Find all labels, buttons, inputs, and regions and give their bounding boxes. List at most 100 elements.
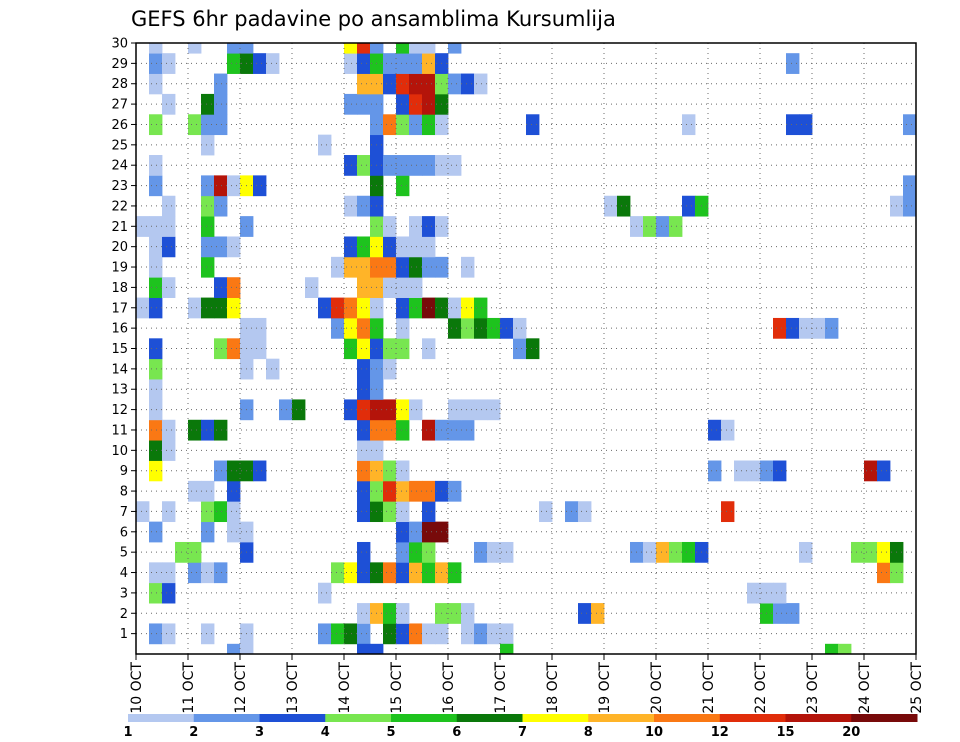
colorbar-swatch	[325, 714, 392, 722]
heatmap-cell	[396, 175, 410, 197]
heatmap-cell	[149, 277, 163, 298]
heatmap-cell	[201, 114, 215, 136]
y-tick-label: 8	[120, 485, 128, 500]
y-tick-label: 30	[111, 37, 128, 52]
heatmap-cell	[227, 297, 241, 319]
heatmap-cell	[383, 501, 397, 523]
heatmap-cell	[812, 317, 826, 339]
heatmap-cell	[240, 43, 254, 54]
colorbar-label: 1	[123, 725, 132, 740]
heatmap-cell	[162, 195, 176, 217]
y-tick-label: 1	[120, 627, 128, 642]
y-tick-label: 23	[111, 179, 128, 194]
heatmap-cell	[734, 460, 748, 482]
heatmap-cell	[318, 623, 332, 645]
heatmap-cell	[669, 541, 683, 563]
heatmap-cell	[422, 236, 436, 258]
heatmap-cell	[682, 195, 696, 217]
heatmap-cell	[188, 419, 202, 441]
heatmap-cell	[383, 73, 397, 95]
heatmap-cell	[201, 480, 215, 502]
heatmap-cell	[448, 603, 462, 624]
heatmap-cell	[383, 480, 397, 502]
colorbar-swatch	[785, 714, 852, 722]
x-tick-label: 19 OCT	[597, 662, 613, 714]
heatmap-cell	[461, 623, 475, 645]
heatmap-cell	[344, 623, 358, 645]
heatmap-cell	[396, 419, 410, 441]
heatmap-cell	[214, 93, 228, 115]
heatmap-cell	[799, 114, 813, 136]
heatmap-cell	[422, 419, 436, 441]
heatmap-cell	[487, 623, 501, 645]
heatmap-cell	[357, 297, 371, 319]
heatmap-cell	[409, 480, 423, 502]
y-tick-label: 22	[111, 199, 128, 214]
heatmap-cell	[526, 338, 540, 360]
x-tick-label: 14 OCT	[337, 662, 353, 714]
heatmap-cell	[396, 338, 410, 360]
heatmap-cell	[357, 338, 371, 360]
heatmap-cell	[149, 53, 163, 74]
heatmap-cell	[396, 256, 410, 278]
heatmap-cell	[149, 114, 163, 136]
heatmap-cell	[786, 114, 800, 136]
heatmap-cell	[214, 297, 228, 319]
heatmap-cell	[461, 73, 475, 95]
heatmap-cell	[422, 297, 436, 319]
heatmap-cell	[838, 643, 852, 655]
x-tick-label: 21 OCT	[701, 662, 717, 714]
heatmap-cell	[526, 114, 540, 136]
colorbar-label: 12	[711, 725, 729, 740]
heatmap-cell	[149, 379, 163, 400]
x-tick-label: 22 OCT	[753, 662, 769, 714]
heatmap-cell	[370, 43, 384, 54]
heatmap-cell	[357, 603, 371, 624]
heatmap-cell	[422, 155, 436, 176]
heatmap-cell	[149, 460, 163, 482]
heatmap-cell	[409, 43, 423, 54]
heatmap-cell	[214, 277, 228, 298]
heatmap-cell	[201, 562, 215, 584]
heatmap-cell	[461, 317, 475, 339]
heatmap-cell	[240, 643, 254, 655]
heatmap-cell	[461, 256, 475, 278]
heatmap-cell	[786, 53, 800, 74]
heatmap-cell	[357, 440, 371, 461]
y-tick-label: 4	[120, 566, 128, 581]
heatmap-cell	[903, 114, 917, 136]
y-tick-label: 7	[120, 505, 128, 520]
heatmap-cell	[656, 541, 670, 563]
grid-lines	[136, 42, 916, 654]
heatmap-cell	[331, 256, 345, 278]
heatmap-cell	[396, 623, 410, 645]
heatmap-cell	[201, 521, 215, 543]
colorbar-label: 10	[645, 725, 663, 740]
heatmap-cell	[162, 277, 176, 298]
colorbar-label: 15	[776, 725, 794, 740]
heatmap-cell	[253, 317, 267, 339]
heatmap-cell	[422, 623, 436, 645]
heatmap-cell	[227, 460, 241, 482]
x-tick-label: 20 OCT	[649, 662, 665, 714]
heatmap-cell	[149, 73, 163, 95]
heatmap-cell	[149, 399, 163, 421]
heatmap-cell	[357, 236, 371, 258]
heatmap-cell	[162, 440, 176, 461]
heatmap-cell	[682, 541, 696, 563]
heatmap-cell	[448, 297, 462, 319]
heatmap-cell	[448, 317, 462, 339]
heatmap-cell	[422, 114, 436, 136]
heatmap-cell	[396, 501, 410, 523]
heatmap-cell	[188, 297, 202, 319]
heatmap-cell	[344, 155, 358, 176]
x-tick-label: 10 OCT	[129, 662, 145, 714]
heatmap-cell	[201, 236, 215, 258]
x-tick-label: 11 OCT	[181, 662, 197, 714]
heatmap-cell	[344, 399, 358, 421]
heatmap-cell	[383, 419, 397, 441]
heatmap-cell	[149, 440, 163, 461]
heatmap-cells	[136, 43, 917, 655]
heatmap-cell	[396, 399, 410, 421]
heatmap-cell	[448, 419, 462, 441]
